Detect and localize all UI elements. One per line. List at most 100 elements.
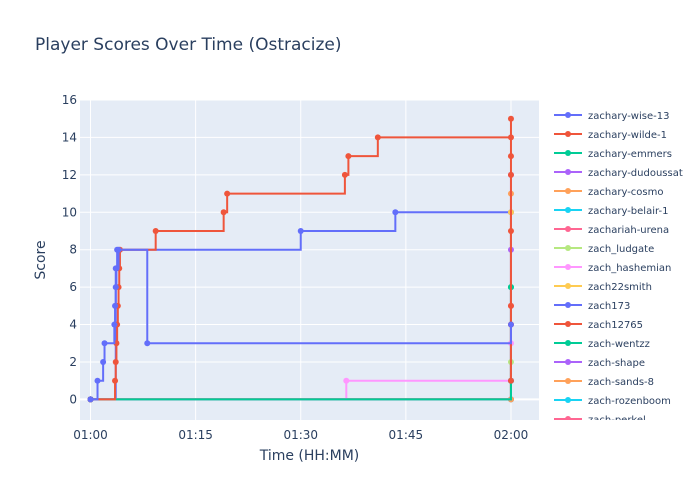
legend-item[interactable]: zach173 (554, 301, 630, 312)
data-point (112, 377, 119, 384)
legend-marker (565, 340, 571, 346)
legend-item[interactable]: zachary-emmers (554, 149, 672, 160)
legend-item[interactable]: zachary-cosmo (554, 187, 664, 198)
legend-label: zach-perkel (588, 415, 646, 426)
legend-label: zachary-wise-13 (588, 111, 669, 122)
x-tick-label: 02:00 (494, 428, 529, 442)
legend-label: zachary-belair-1 (588, 206, 668, 217)
data-point (507, 377, 514, 384)
legend-label: zach-sands-8 (588, 377, 654, 388)
data-point (297, 227, 304, 234)
y-axis-title: Score (33, 240, 49, 279)
data-point (113, 265, 120, 272)
data-point (115, 246, 122, 253)
data-point (343, 377, 350, 384)
y-tick-label: 16 (62, 93, 77, 107)
legend-marker (565, 207, 571, 213)
legend-label: zach_ludgate (588, 244, 654, 255)
data-point (144, 340, 151, 347)
legend-marker (565, 264, 571, 270)
legend-label: zachary-cosmo (588, 187, 664, 198)
legend-label: zach-wentzz (588, 339, 650, 350)
legend-marker (565, 245, 571, 251)
legend-marker (565, 321, 571, 327)
data-point (111, 321, 118, 328)
data-point (112, 358, 119, 365)
y-tick-label: 0 (69, 392, 77, 406)
y-tick-label: 2 (69, 355, 77, 369)
legend-marker (565, 378, 571, 384)
series-lines (87, 115, 514, 403)
legend-item[interactable]: zach_ludgate (554, 244, 654, 255)
legend-item[interactable]: zachary-belair-1 (554, 206, 668, 217)
data-point (345, 153, 352, 160)
plot-area (80, 100, 539, 420)
legend-marker (565, 397, 571, 403)
y-tick-label: 10 (62, 205, 77, 219)
legend-item[interactable]: zach-wentzz (554, 339, 650, 350)
tick-labels: 01:00 01:15 01:30 01:45 02:00 0 2 4 6 8 10 12 14 16 (62, 93, 529, 442)
legend-item[interactable]: zach-sands-8 (554, 377, 654, 388)
legend-label: zach173 (588, 301, 630, 312)
legend-marker (565, 302, 571, 308)
data-point (392, 209, 399, 216)
legend-marker (565, 416, 571, 420)
data-point (507, 321, 514, 328)
legend[interactable]: zachary-wise-13 zachary-wilde-1 zachary-em… (554, 111, 683, 426)
data-point (112, 302, 119, 309)
legend-item[interactable]: zach-rozenboom (554, 396, 671, 407)
legend-label: zachary-dudoussat (588, 168, 683, 179)
data-point (374, 134, 381, 141)
y-tick-label: 14 (62, 130, 77, 144)
data-point (507, 153, 514, 160)
y-tick-label: 6 (69, 280, 77, 294)
legend-item[interactable]: zach_hashemian (554, 263, 671, 274)
legend-label: zach-shape (588, 358, 645, 369)
x-tick-label: 01:15 (178, 428, 213, 442)
legend-label: zach22smith (588, 282, 652, 293)
x-axis-title: Time (HH:MM) (259, 448, 360, 464)
legend-item[interactable]: zachary-wilde-1 (554, 130, 667, 141)
legend-label: zach12765 (588, 320, 643, 331)
data-point (101, 340, 108, 347)
data-point (507, 302, 514, 309)
data-point (94, 377, 101, 384)
x-tick-label: 01:45 (389, 428, 424, 442)
x-tick-label: 01:30 (283, 428, 318, 442)
data-point (87, 396, 94, 403)
legend-marker (565, 226, 571, 232)
legend-item[interactable]: zachary-dudoussat (554, 168, 683, 179)
legend-item[interactable]: zachary-wise-13 (554, 111, 669, 122)
chart-title: Player Scores Over Time (Ostracize) (35, 35, 342, 55)
y-tick-label: 12 (62, 168, 77, 182)
data-point (224, 190, 231, 197)
x-tick-label: 01:00 (73, 428, 108, 442)
legend-label: zachary-emmers (588, 149, 672, 160)
data-point (507, 227, 514, 234)
legend-label: zach_hashemian (588, 263, 671, 274)
data-point (507, 134, 514, 141)
legend-marker (565, 283, 571, 289)
legend-label: zach-rozenboom (588, 396, 671, 407)
data-point (507, 115, 514, 122)
data-point (220, 209, 227, 216)
legend-marker (565, 150, 571, 156)
legend-item[interactable]: zach-perkel (554, 415, 646, 426)
legend-item[interactable]: zach22smith (554, 282, 652, 293)
legend-item[interactable]: zach-shape (554, 358, 645, 369)
legend-marker (565, 169, 571, 175)
data-point (112, 284, 119, 291)
legend-label: zachariah-urena (588, 225, 669, 236)
legend-marker (565, 188, 571, 194)
y-tick-label: 4 (69, 318, 77, 332)
legend-label: zachary-wilde-1 (588, 130, 667, 141)
legend-marker (565, 131, 571, 137)
legend-item[interactable]: zach12765 (554, 320, 643, 331)
y-tick-label: 8 (69, 243, 77, 257)
data-point (507, 171, 514, 178)
data-point (341, 171, 348, 178)
data-point (152, 227, 159, 234)
series-zachary-wise-13 (87, 246, 514, 403)
data-point (100, 358, 107, 365)
legend-item[interactable]: zachariah-urena (554, 225, 669, 236)
